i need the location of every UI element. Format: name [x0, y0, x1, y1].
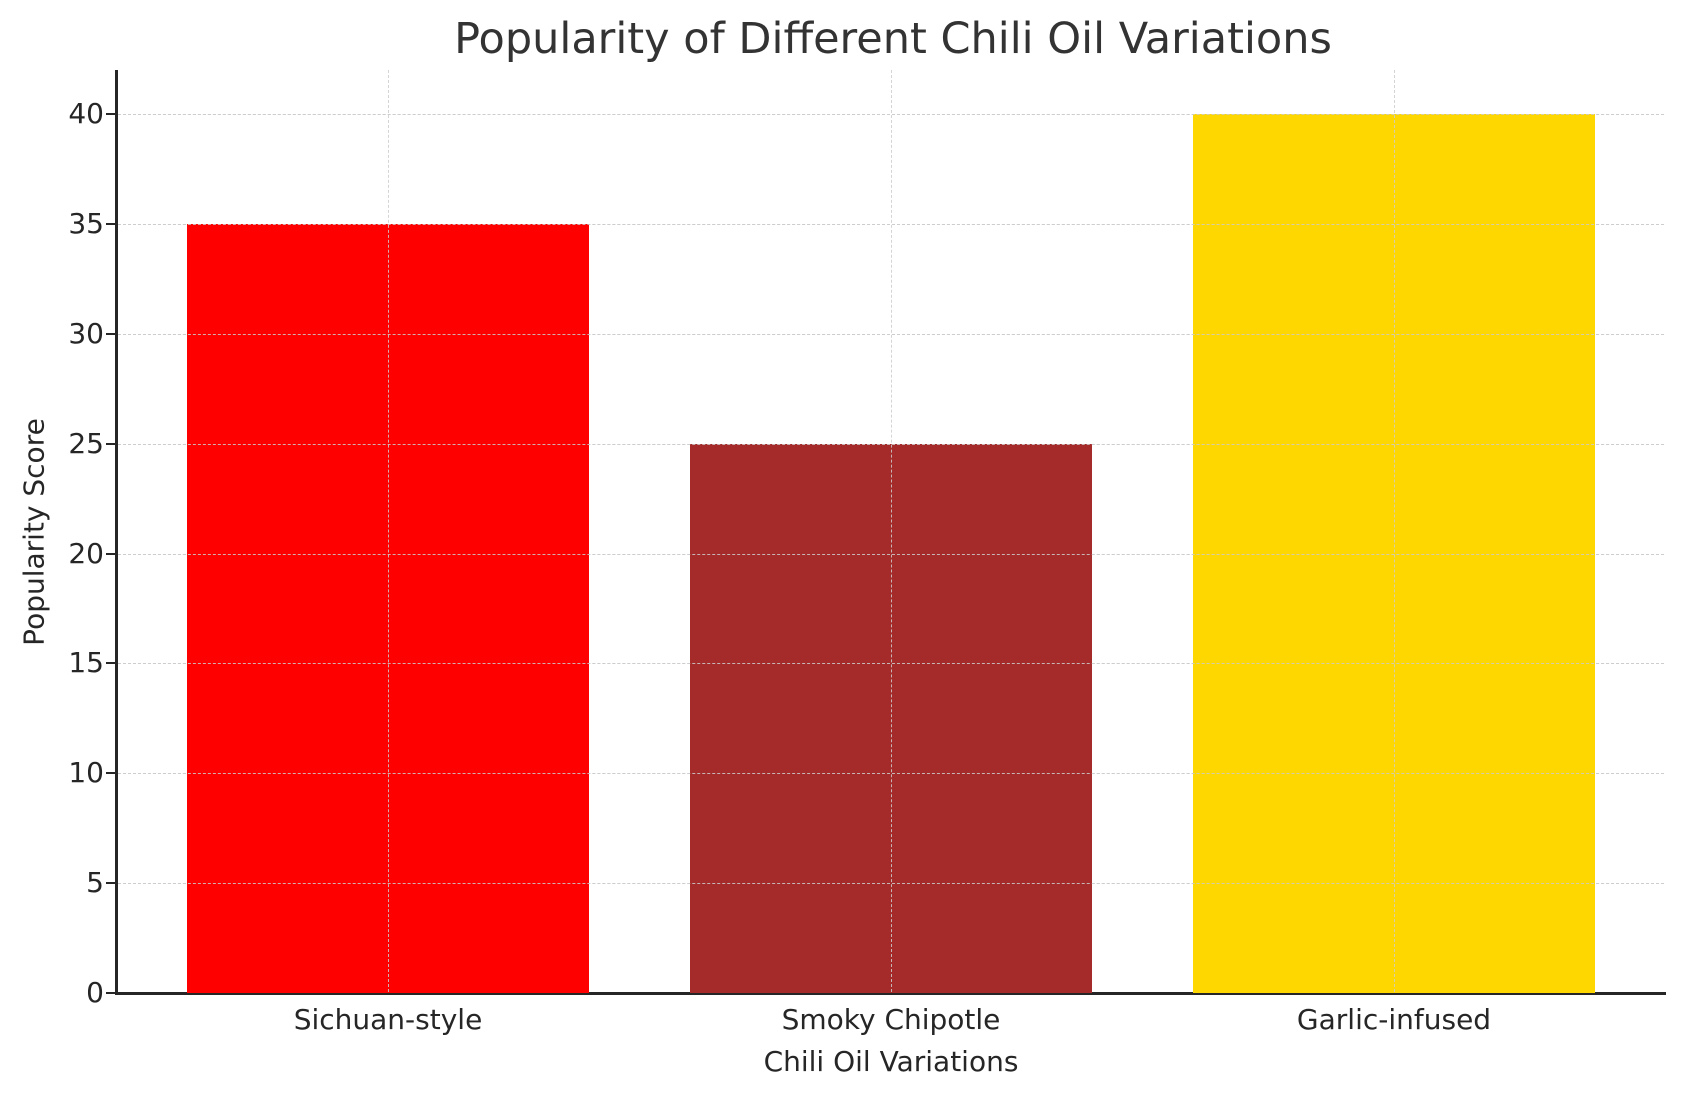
- y-axis-line: [115, 70, 118, 995]
- y-tick-label: 0: [86, 976, 104, 1009]
- y-tick-label: 35: [68, 206, 104, 240]
- y-axis-title: Popularity Score: [17, 418, 51, 646]
- y-tick-mark: [106, 662, 115, 665]
- y-tick-mark: [106, 222, 115, 225]
- y-tick-label: 15: [68, 646, 104, 680]
- y-tick-label: 30: [68, 316, 104, 350]
- x-tick-label-smoky-chipotle: Smoky Chipotle: [781, 1003, 1001, 1036]
- chart-title: Popularity of Different Chili Oil Variat…: [454, 14, 1332, 64]
- v-gridline: [388, 70, 389, 992]
- y-tick-label: 20: [68, 536, 104, 570]
- x-tick-label-garlic: Garlic-infused: [1296, 1003, 1492, 1036]
- y-tick-mark: [106, 772, 115, 775]
- y-tick-label: 25: [68, 426, 104, 460]
- y-tick-mark: [106, 882, 115, 885]
- y-tick-mark: [106, 992, 115, 994]
- v-gridline: [891, 70, 892, 992]
- x-axis-title: Chili Oil Variations: [763, 1045, 1019, 1078]
- y-tick-label: 5: [86, 866, 104, 900]
- y-tick-mark: [106, 442, 115, 445]
- y-tick-mark: [106, 332, 115, 335]
- y-tick-mark: [106, 552, 115, 555]
- x-tick-label-sichuan: Sichuan-style: [293, 1003, 483, 1036]
- x-axis-line: [115, 992, 1666, 995]
- y-tick-mark: [106, 113, 115, 115]
- y-tick-label: 40: [68, 97, 104, 130]
- y-tick-label: 10: [68, 756, 104, 790]
- v-gridline: [1394, 70, 1395, 992]
